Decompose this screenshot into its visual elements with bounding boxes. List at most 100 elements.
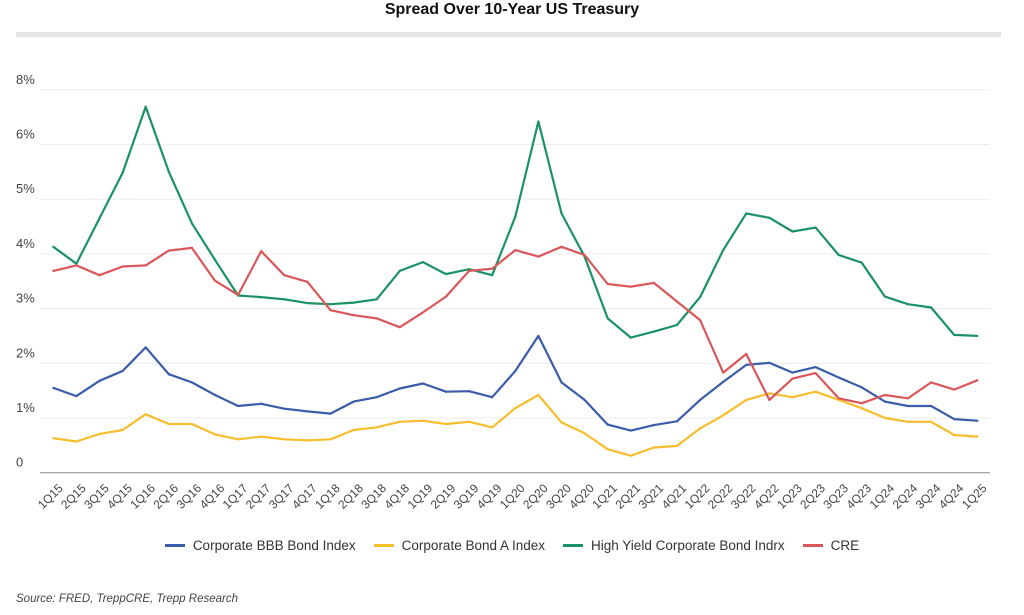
x-tick-label: 2Q19 bbox=[428, 481, 459, 512]
x-tick-label: 4Q19 bbox=[474, 481, 505, 512]
data-point bbox=[352, 400, 355, 403]
data-point bbox=[213, 258, 217, 262]
data-point bbox=[606, 282, 609, 286]
legend-label: CRE bbox=[830, 538, 860, 553]
x-tick-label: 4Q15 bbox=[104, 481, 135, 512]
data-point bbox=[976, 379, 979, 382]
data-point bbox=[491, 267, 494, 270]
data-point bbox=[375, 396, 378, 399]
data-point bbox=[976, 334, 979, 338]
x-tick-label: 1Q23 bbox=[774, 481, 805, 512]
data-point bbox=[930, 420, 933, 423]
data-point bbox=[860, 402, 863, 405]
data-point bbox=[722, 371, 725, 374]
x-tick-label: 1Q17 bbox=[220, 481, 251, 512]
data-point bbox=[583, 253, 586, 257]
x-tick-label: 1Q19 bbox=[405, 481, 436, 512]
data-point bbox=[283, 274, 286, 277]
x-tick-label: 2Q20 bbox=[520, 481, 551, 512]
data-point bbox=[329, 309, 332, 312]
data-point bbox=[144, 264, 147, 267]
data-point bbox=[722, 248, 725, 252]
data-point bbox=[560, 212, 563, 215]
data-point bbox=[283, 298, 286, 301]
data-point bbox=[167, 170, 170, 173]
data-point bbox=[52, 386, 55, 390]
data-point bbox=[906, 303, 910, 306]
data-point bbox=[814, 366, 817, 369]
legend-item: High Yield Corporate Bond Indrx bbox=[563, 538, 785, 553]
x-tick-label: 3Q20 bbox=[543, 481, 574, 512]
data-point bbox=[768, 392, 771, 395]
legend-item: Corporate Bond A Index bbox=[373, 538, 545, 553]
data-point bbox=[75, 262, 78, 265]
x-tick-label: 1Q16 bbox=[127, 481, 158, 512]
x-tick-label: 4Q23 bbox=[843, 481, 874, 512]
data-point bbox=[791, 371, 794, 374]
data-point bbox=[906, 420, 910, 423]
x-tick-label: 2Q24 bbox=[890, 481, 921, 512]
data-point bbox=[791, 230, 794, 233]
data-point bbox=[213, 279, 217, 282]
data-point bbox=[98, 217, 101, 220]
data-point bbox=[190, 381, 193, 384]
data-point bbox=[306, 410, 309, 413]
data-point bbox=[121, 171, 124, 175]
data-point bbox=[352, 314, 355, 317]
data-point bbox=[237, 293, 240, 297]
data-point bbox=[652, 424, 656, 427]
data-point bbox=[930, 306, 933, 309]
x-tick-label: 3Q22 bbox=[728, 481, 759, 512]
series-line-3 bbox=[53, 245, 978, 405]
data-point bbox=[699, 296, 702, 299]
data-point bbox=[98, 274, 101, 277]
data-point bbox=[260, 250, 263, 253]
data-point bbox=[190, 246, 193, 249]
data-point bbox=[814, 226, 817, 229]
x-tick-label: 3Q21 bbox=[636, 481, 667, 512]
data-point bbox=[375, 317, 378, 320]
legend: Corporate BBB Bond Index Corporate Bond A… bbox=[0, 538, 1024, 553]
data-point bbox=[260, 402, 263, 405]
data-point bbox=[352, 301, 355, 304]
data-point bbox=[537, 393, 540, 397]
x-tick-label: 2Q18 bbox=[335, 481, 366, 512]
y-tick-label: 4% bbox=[16, 236, 35, 251]
data-point bbox=[421, 382, 424, 385]
data-point bbox=[814, 372, 817, 375]
data-point bbox=[814, 390, 817, 393]
data-point bbox=[398, 326, 401, 329]
x-tick-label: 4Q20 bbox=[566, 481, 597, 512]
y-tick-label: 1% bbox=[16, 400, 35, 415]
data-point bbox=[144, 413, 147, 416]
data-point bbox=[398, 387, 401, 390]
data-point bbox=[491, 396, 494, 399]
x-tick-label: 4Q18 bbox=[381, 481, 412, 512]
data-point bbox=[583, 398, 586, 402]
data-point bbox=[883, 295, 887, 298]
data-point bbox=[98, 379, 101, 382]
data-point bbox=[930, 404, 933, 408]
data-point bbox=[444, 390, 448, 393]
data-point bbox=[860, 386, 863, 389]
data-point bbox=[629, 429, 632, 432]
data-point bbox=[468, 269, 471, 272]
data-point bbox=[167, 422, 170, 426]
x-tick-label: 2Q23 bbox=[797, 481, 828, 512]
y-tick-label: 0 bbox=[16, 455, 23, 470]
data-point bbox=[213, 393, 217, 397]
data-point bbox=[52, 437, 55, 440]
data-point bbox=[930, 381, 933, 384]
data-point bbox=[444, 295, 448, 298]
data-point bbox=[537, 334, 540, 338]
data-point bbox=[675, 300, 679, 303]
data-point bbox=[329, 412, 332, 415]
data-point bbox=[606, 423, 609, 426]
data-point bbox=[75, 395, 78, 398]
data-point bbox=[860, 261, 863, 264]
data-point bbox=[745, 363, 748, 367]
x-tick-label: 3Q18 bbox=[358, 481, 389, 512]
x-tick-label: 1Q24 bbox=[867, 481, 898, 512]
data-point bbox=[375, 298, 378, 301]
x-tick-label: 4Q16 bbox=[197, 481, 228, 512]
